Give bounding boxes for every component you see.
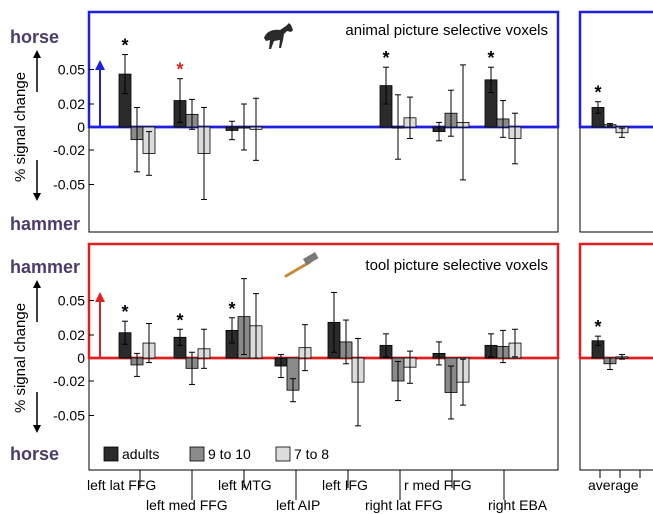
panel1-ytick-label: 0.05 — [58, 62, 85, 78]
xlabel-left-aip: left AIP — [276, 497, 320, 513]
xlabel-left-ifg: left IFG — [322, 477, 368, 493]
panel2-ylabel: % signal change — [12, 303, 29, 413]
xlabel-right-eba: right EBA — [488, 497, 548, 513]
horse-icon — [264, 23, 293, 49]
panel2-bottom-label: horse — [10, 444, 59, 464]
panel2-average-highlight-box — [578, 242, 653, 360]
xlabel-r-med-ffg: r med FFG — [404, 477, 472, 493]
panel2-ytick-label: -0.05 — [53, 408, 85, 424]
panel1-group4-significance-star: * — [382, 48, 389, 68]
xlabel-left-lat-ffg: left lat FFG — [87, 477, 156, 493]
legend: adults 9 to 10 7 to 8 — [103, 446, 329, 462]
panel2-ytick-label: 0.02 — [58, 327, 85, 343]
panel2-ytick-label: -0.02 — [53, 373, 85, 389]
panel1-ytick-label: 0 — [77, 119, 85, 135]
panel1-ytick-label: 0.02 — [58, 96, 85, 112]
hammer-icon — [284, 252, 319, 278]
x-labels: left lat FFG left MTG left IFG r med FFG… — [87, 477, 639, 513]
legend-label-adults: adults — [122, 446, 159, 462]
panel2-average-significance-star: * — [594, 317, 601, 337]
xlabel-average: average — [588, 477, 639, 493]
panel1-average-highlight-box — [578, 10, 653, 129]
panel2-group3-significance-star: * — [228, 299, 235, 319]
panel1-group2-significance-star: * — [176, 60, 183, 80]
xlabel-right-lat-ffg: right lat FFG — [365, 497, 443, 513]
panel1-up-arrow-icon — [95, 60, 105, 127]
x-label-brackets — [139, 470, 641, 500]
panel2-top-label: hammer — [10, 257, 80, 277]
panel2-ytick-label: 0.05 — [58, 293, 85, 309]
legend-swatch-9-to-10 — [189, 446, 205, 462]
panel1-average-frame — [579, 11, 653, 233]
legend-label-7-to-8: 7 to 8 — [294, 446, 329, 462]
panel1-ytick-label: -0.02 — [53, 142, 85, 158]
panel2-group2-significance-star: * — [176, 310, 183, 330]
panel2-group1-significance-star: * — [121, 302, 128, 322]
legend-swatch-7-to-8 — [275, 446, 291, 462]
panel2-up-arrow-icon — [95, 292, 105, 358]
xlabel-left-mtg: left MTG — [218, 477, 272, 493]
panel2-black-down-arrow-icon — [33, 392, 41, 433]
panel1-black-up-arrow-icon — [33, 50, 41, 92]
legend-label-9-to-10: 9 to 10 — [208, 446, 251, 462]
legend-swatch-adults — [103, 446, 119, 462]
panel1-ylabel: % signal change — [12, 72, 29, 182]
panel2-ytick-label: 0 — [77, 350, 85, 366]
panel1-bottom-label: hammer — [10, 214, 80, 234]
xlabel-left-med-ffg: left med FFG — [146, 497, 228, 513]
panel1-ytick-label: -0.05 — [53, 177, 85, 193]
panel1-title: animal picture selective voxels — [345, 22, 548, 39]
panel1-top-label: horse — [10, 27, 59, 47]
panel1-black-down-arrow-icon — [33, 160, 41, 201]
panel1-group1-significance-star: * — [121, 36, 128, 56]
panel2-black-up-arrow-icon — [33, 280, 41, 322]
panel1-group6-significance-star: * — [487, 48, 494, 68]
panel2-title: tool picture selective voxels — [365, 257, 548, 274]
panel1-average-significance-star: * — [594, 83, 601, 103]
